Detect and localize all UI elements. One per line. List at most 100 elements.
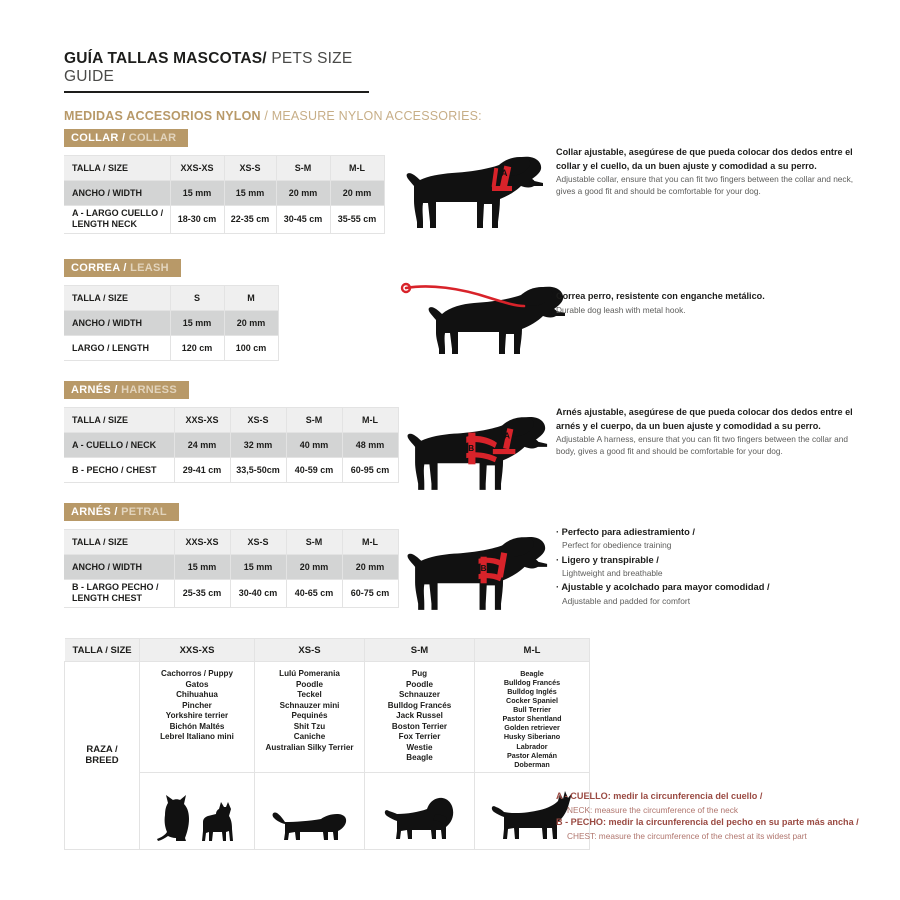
breed-item: Schnauzer mini: [279, 700, 340, 710]
chip-label-en: LEASH: [126, 262, 169, 274]
bullet-es: · Perfecto para adiestramiento /: [556, 527, 695, 537]
column-header: XS-S: [229, 407, 287, 433]
table-cell: 48 mm: [341, 432, 399, 458]
breed-item: Bull Terrier: [513, 705, 551, 715]
schnauzer-silhouette: [384, 797, 453, 839]
collar-table: TALLA / SIZE XXS-XS XS-S S-M M-L ANCHO /…: [64, 155, 385, 234]
table-header-row: TALLA / SIZE XXS-XS XS-S S-M M-L: [64, 155, 385, 181]
column-header: XXS-XS: [139, 638, 255, 662]
section-chip-leash: CORREA / LEASH: [64, 259, 181, 277]
table-cell: 15 mm: [169, 180, 225, 206]
row-label: A - CUELLO / NECK: [64, 432, 175, 458]
row-label: ANCHO / WIDTH: [64, 310, 171, 336]
breed-cell-xxs-xs: Cachorros / Puppy Gatos Chihuahua Pinche…: [139, 661, 255, 773]
section-collar: COLLAR / COLLAR TALLA / SIZE XXS-XS XS-S…: [64, 128, 854, 234]
petral-bullets: · Perfecto para adiestramiento / Perfect…: [556, 526, 856, 609]
silhouette-cell-s-m: [364, 771, 475, 850]
bullet-item: · Ligero y transpirable / Lightweight an…: [556, 554, 856, 580]
column-header: XXS-XS: [173, 529, 231, 555]
collar-description: Collar ajustable, asegúrese de que pueda…: [556, 146, 856, 197]
row-label: B - PECHO / CHEST: [64, 457, 175, 483]
breed-item: Caniche: [293, 732, 326, 742]
breed-item: Pug: [411, 669, 428, 678]
chip-label-en: COLLAR: [125, 132, 177, 144]
section-leash: CORREA / LEASH TALLA / SIZE S M ANCHO / …: [64, 258, 854, 361]
page-subtitle-es: MEDIDAS ACCESORIOS NYLON: [64, 109, 261, 123]
section-petral: ARNÉS / PETRAL TALLA / SIZE XXS-XS XS-S …: [64, 502, 856, 610]
breed-item: Boston Terrier: [391, 721, 448, 731]
measurement-legend: A - CUELLO: medir la circunferencia del …: [556, 790, 876, 842]
chip-label-es: COLLAR /: [71, 132, 126, 144]
column-header: XXS-XS: [169, 155, 225, 181]
table-cell: 15 mm: [169, 310, 225, 336]
chip-label-es: CORREA /: [71, 262, 127, 274]
table-cell: 20 mm: [341, 554, 399, 580]
section-chip-collar: COLLAR / COLLAR: [64, 129, 189, 147]
section-harness: ARNÉS / HARNESS TALLA / SIZE XXS-XS XS-S…: [64, 380, 854, 490]
silhouette-cell-m-l: [474, 771, 590, 850]
column-header: M-L: [341, 407, 399, 433]
breed-item: Gatos: [185, 679, 209, 689]
page-title-en: PETS SIZE GUIDE: [64, 50, 353, 85]
column-header: TALLA / SIZE: [64, 285, 171, 311]
page-title: GUÍA TALLAS MASCOTAS/ PETS SIZE GUIDE: [64, 50, 369, 93]
page-subtitle: MEDIDAS ACCESORIOS NYLON / MEASURE NYLON…: [64, 109, 854, 123]
row-label: ANCHO / WIDTH: [64, 180, 171, 206]
table-cell: 15 mm: [229, 554, 287, 580]
bullet-es: · Ligero y transpirable /: [556, 554, 659, 565]
column-header: S-M: [285, 529, 343, 555]
breed-item: Husky Siberiano: [503, 732, 561, 742]
breed-item: Jack Russel: [396, 711, 443, 721]
breed-cell-s-m: Pug Poodle Schnauzer Bulldog Francés Jac…: [364, 661, 475, 773]
table-cell: 40-65 cm: [285, 579, 343, 608]
breed-item: Pastor Shentland: [502, 714, 562, 724]
harness-table: TALLA / SIZE XXS-XS XS-S S-M M-L A - CUE…: [64, 407, 399, 483]
breed-item: Bulldog Francés: [503, 678, 561, 688]
table-header-row: TALLA / SIZE XXS-XS XS-S S-M M-L: [64, 407, 399, 433]
chihuahua-silhouette: [202, 801, 233, 841]
breed-list: Lulú Pomerania Poodle Teckel Schnauzer m…: [256, 663, 363, 755]
breed-table: TALLA / SIZE XXS-XS XS-S S-M M-L RAZA / …: [64, 638, 590, 850]
description-es: Arnés ajustable, asegúrese de que pueda …: [556, 407, 853, 431]
breed-cell-m-l: Beagle Bulldog Francés Bulldog Inglés Co…: [474, 661, 590, 773]
breed-item: Yorkshire terrier: [165, 711, 229, 721]
chip-label-es: ARNÉS /: [71, 506, 118, 518]
breed-list: Beagle Bulldog Francés Bulldog Inglés Co…: [476, 663, 588, 771]
legend-en: CHEST: measure the circumference of the …: [567, 830, 807, 841]
table-cell: 20 mm: [275, 180, 331, 206]
table-row: B - LARGO PECHO / LENGTH CHEST 25-35 cm …: [64, 579, 399, 608]
doberman-silhouette: [491, 790, 572, 839]
leash-table: TALLA / SIZE S M ANCHO / WIDTH 15 mm 20 …: [64, 285, 279, 361]
column-header: S-M: [275, 155, 331, 181]
breed-item: Chihuahua: [176, 690, 218, 700]
dog-with-leash-illustration: [400, 278, 570, 358]
bullet-item: · Perfecto para adiestramiento / Perfect…: [556, 526, 856, 552]
column-header: XXS-XS: [173, 407, 231, 433]
dachshund-silhouette: [272, 812, 346, 840]
breed-row: RAZA / BREED Cachorros / Puppy Gatos Chi…: [64, 661, 590, 850]
breed-item: Poodle: [406, 679, 433, 689]
table-cell: 25-35 cm: [173, 579, 231, 608]
column-header: XS-S: [229, 529, 287, 555]
legend-item: B - PECHO: medir la circunferencia del p…: [556, 816, 876, 842]
description-en: Adjustable collar, ensure that you can f…: [556, 174, 854, 197]
silhouette-cell-xs-s: [254, 771, 365, 850]
legend-item: A - CUELLO: medir la circunferencia del …: [556, 790, 876, 816]
column-header: XS-S: [223, 155, 277, 181]
breed-item: Schnauzer: [399, 690, 440, 700]
table-header-row: TALLA / SIZE S M: [64, 285, 279, 311]
legend-en: NECK: measure the circumference of the n…: [567, 804, 739, 815]
table-cell: 18-30 cm: [169, 205, 225, 234]
dog-with-harness-illustration: A B: [400, 406, 555, 494]
breed-item: Australian Silky Terrier: [265, 742, 354, 752]
breed-item: Golden retriever: [504, 723, 560, 733]
bullet-en: Perfect for obedience training: [562, 540, 672, 551]
breed-list: Cachorros / Puppy Gatos Chihuahua Pinche…: [141, 663, 253, 745]
breed-item: Shit Tzu: [293, 721, 326, 731]
breed-item: Beagle: [406, 753, 433, 763]
table-cell: 15 mm: [223, 180, 277, 206]
column-header: TALLA / SIZE: [64, 638, 140, 662]
table-cell: 60-95 cm: [341, 457, 399, 483]
breed-item: Lebrel Italiano mini: [160, 732, 234, 742]
table-cell: 22-35 cm: [223, 205, 277, 234]
